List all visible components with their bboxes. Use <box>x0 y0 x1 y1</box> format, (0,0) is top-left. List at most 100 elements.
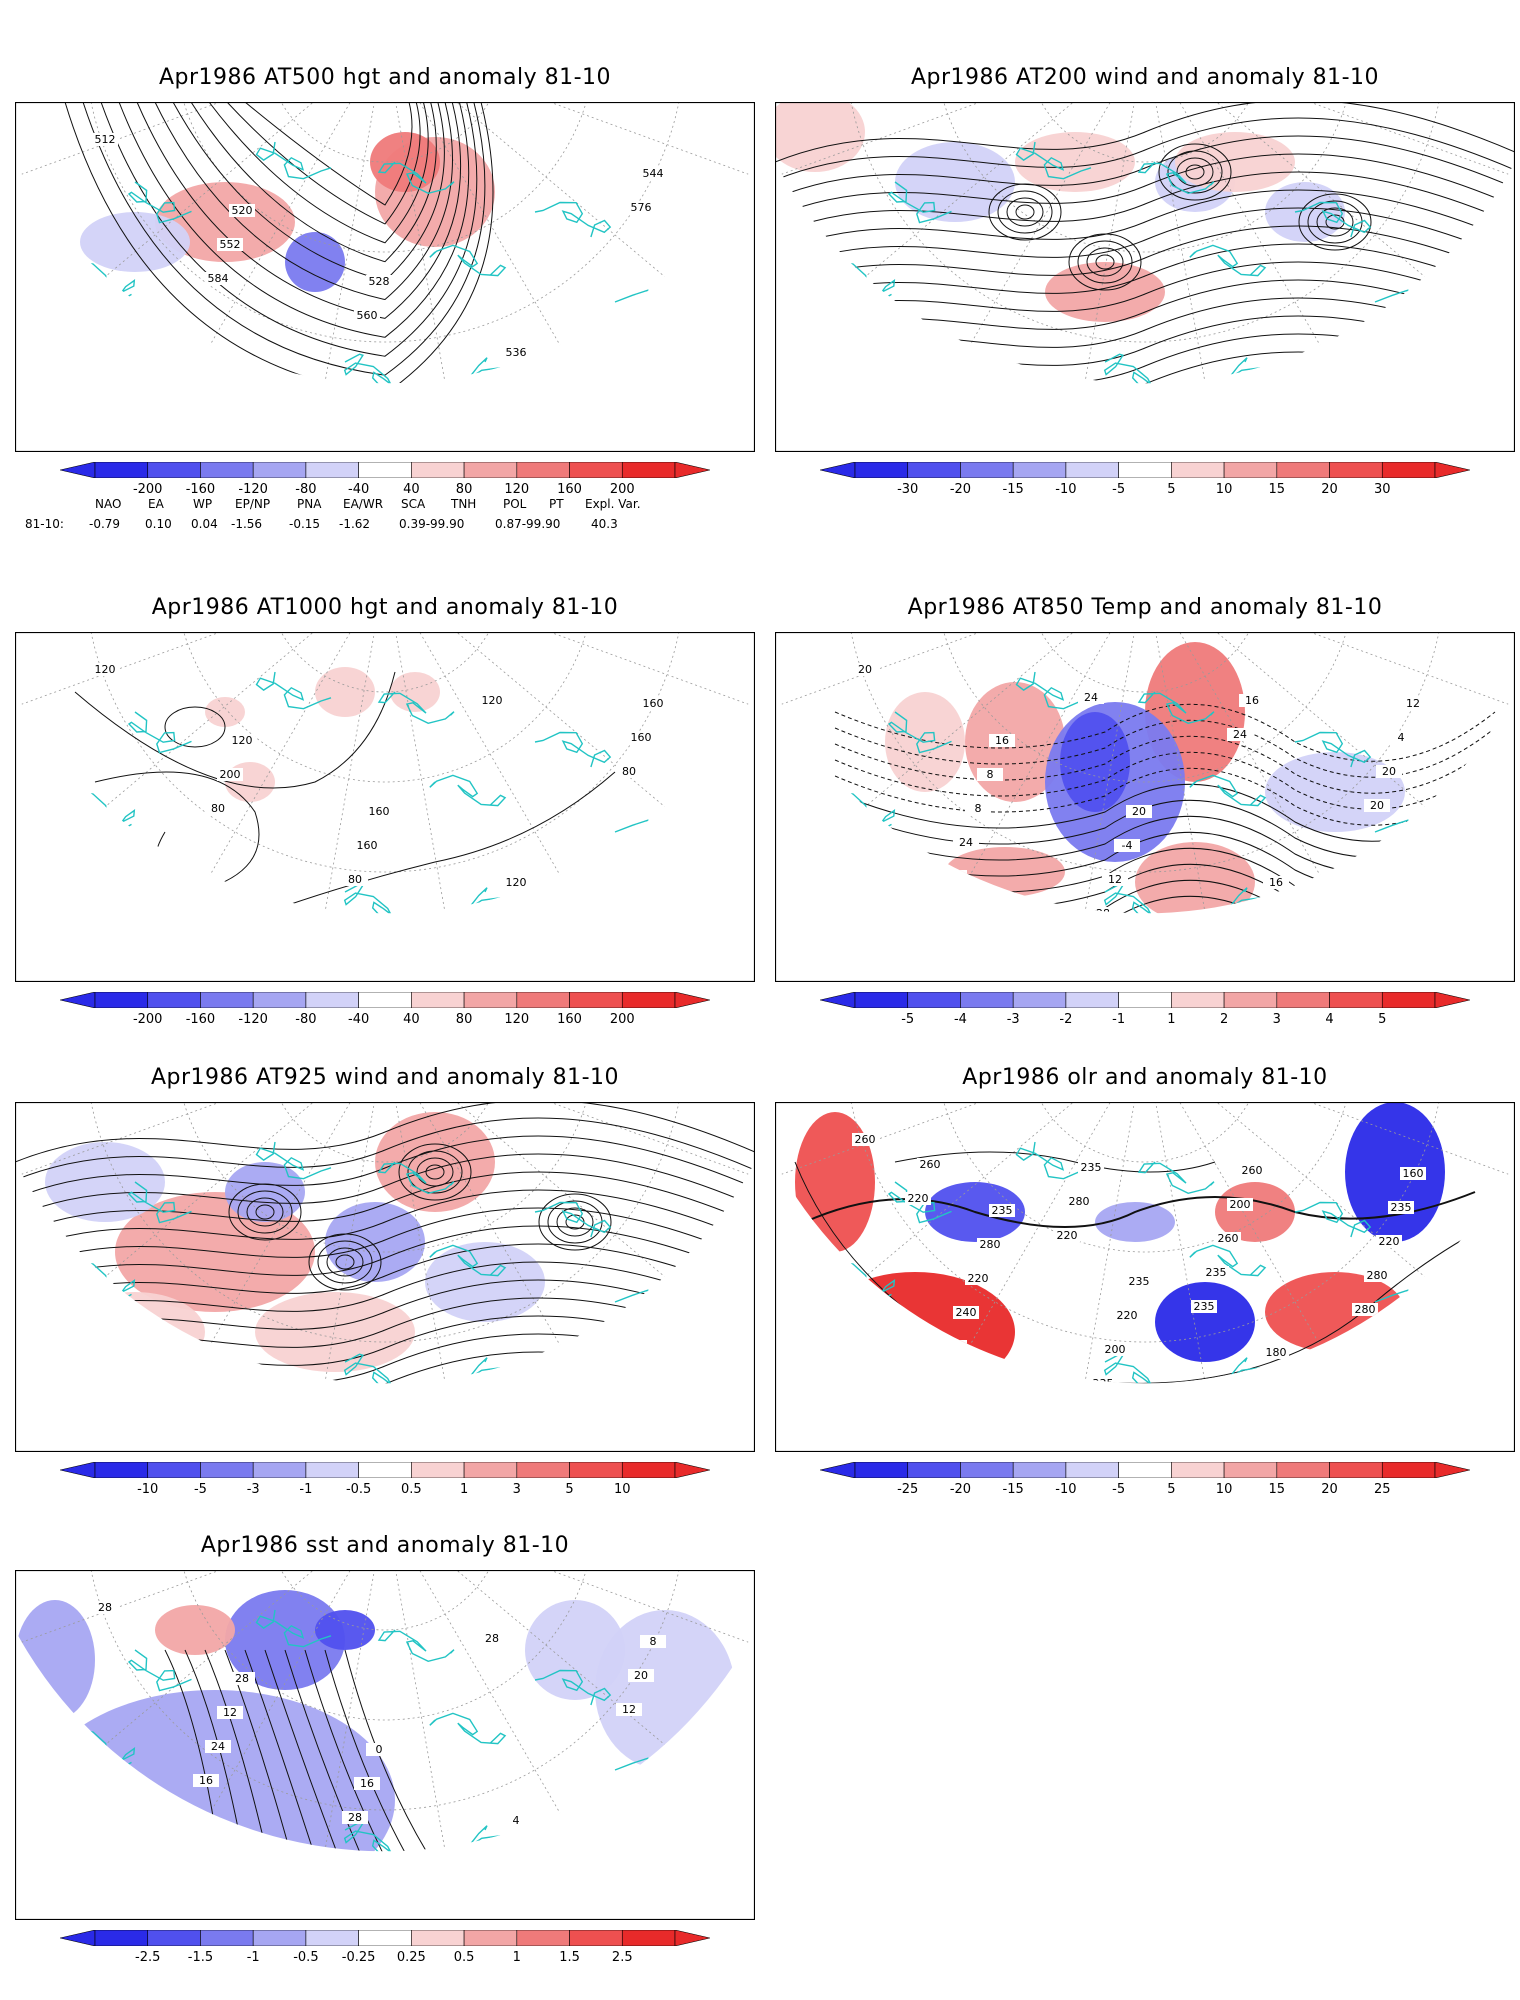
colorbar-swatch <box>569 461 623 479</box>
circulation-contour <box>425 1164 445 1180</box>
colorbar-swatch <box>94 1461 149 1479</box>
colorbar-tick-label: 160 <box>557 1012 582 1027</box>
temperature-contour <box>834 879 1496 914</box>
coastline-segment <box>429 1244 507 1277</box>
contour-label: 80 <box>211 802 225 815</box>
colorbar-swatch <box>200 1929 254 1947</box>
colorbar-swatch <box>516 1929 570 1947</box>
index-value-eawr: -1.62 <box>339 517 371 531</box>
coastline-segment <box>887 181 952 224</box>
temperature-contour <box>834 895 1496 914</box>
colorbar-arrow-right <box>1434 461 1471 479</box>
colorbar-swatch <box>358 461 412 479</box>
contour-label-bg <box>491 1848 517 1852</box>
teleconnection-indices: NAO EA WP EP/NP PNA EA/WR SCA TNH POL PT… <box>15 497 735 537</box>
colorbar-swatch <box>1118 991 1172 1009</box>
meridian-line <box>384 1102 476 1384</box>
index-header-pol: POL <box>503 497 527 511</box>
anomaly-shading <box>370 132 440 192</box>
colorbar-tick-label: -40 <box>348 482 370 497</box>
coastline-segment <box>255 1609 332 1648</box>
anomaly-shading <box>225 1590 345 1690</box>
contour-label: -4 <box>1122 839 1133 852</box>
meridian-line <box>1144 1102 1515 1377</box>
circulation-contour <box>1077 240 1133 284</box>
colorbar <box>819 991 1471 1009</box>
contour-label-bg <box>1388 1201 1414 1214</box>
colorbar-tick-label: -1 <box>299 1482 313 1497</box>
coastline-segment <box>1189 774 1267 807</box>
colorbar-swatch <box>252 1929 307 1947</box>
colorbar-tick-label: 0.5 <box>453 1950 475 1965</box>
colorbar-arrow-right <box>1434 991 1471 1009</box>
meridian-line <box>384 1102 755 1221</box>
contour-label: 16 <box>1245 694 1259 707</box>
contour-label-bg <box>1227 1198 1253 1211</box>
index-header-sca: SCA <box>401 497 426 511</box>
coastline-segment <box>377 1629 455 1663</box>
contour-label-bg <box>491 380 517 384</box>
contour-label: 4 <box>1398 731 1405 744</box>
streamline <box>15 1102 755 1163</box>
contour-label: 20 <box>1382 765 1396 778</box>
contour-label: 220 <box>1117 1309 1138 1322</box>
colorbar-tick-label: 5 <box>1378 1012 1387 1027</box>
contour-label-bg <box>1352 1303 1378 1316</box>
colorbar-tick-label: -10 <box>137 1482 159 1497</box>
contour-label-bg <box>1203 1266 1229 1279</box>
colorbar-swatch <box>621 991 676 1009</box>
contour-label-bg <box>1227 728 1253 741</box>
meridian-line <box>775 102 1146 377</box>
coastline-segment <box>1137 691 1215 725</box>
colorbar-tick-label: -5 <box>1112 482 1126 497</box>
contour-label: 4 <box>513 1814 520 1827</box>
contour-label-bg <box>1364 1269 1390 1282</box>
coastline-segment <box>1103 353 1162 384</box>
contour-label-bg <box>1364 799 1390 812</box>
height-contour <box>100 102 478 357</box>
contour-label: 160 <box>643 697 664 710</box>
contour-label: 16 <box>947 870 961 883</box>
height-contour <box>244 102 413 206</box>
contour-label: 8 <box>650 1635 657 1648</box>
colorbar-swatch <box>1381 991 1436 1009</box>
meridian-line <box>384 632 476 914</box>
colorbar-swatch <box>516 461 570 479</box>
meridian-line <box>15 102 386 377</box>
meridian-line <box>294 102 386 384</box>
colorbar-tick-label: -1 <box>1112 1012 1126 1027</box>
meridian-line <box>1144 632 1515 907</box>
contour-label-bg <box>965 802 991 815</box>
circulation-contour <box>1086 247 1124 277</box>
colorbar-arrow-left <box>59 991 96 1009</box>
contour-label: 536 <box>506 346 527 359</box>
colorbar-tick-label: 5 <box>1167 482 1176 497</box>
meridian-line <box>1144 632 1236 914</box>
coastline-segment <box>1015 1141 1092 1180</box>
contour-label: 220 <box>1379 1235 1400 1248</box>
panel-title: Apr1986 AT850 Temp and anomaly 81-10 <box>907 595 1383 620</box>
streamline <box>775 243 1515 307</box>
contour-label-bg <box>628 731 654 744</box>
colorbar-tick-label: 3 <box>512 1482 521 1497</box>
colorbar-tick-label: 1 <box>459 1482 469 1497</box>
map-925wind <box>15 1102 755 1452</box>
coastline-segment <box>127 711 192 754</box>
coastline-segment <box>1015 141 1092 180</box>
index-value-nao: -0.79 <box>89 517 121 531</box>
colorbar-swatch <box>411 1461 465 1479</box>
contour-label: 260 <box>1242 1164 1263 1177</box>
temperature-contour <box>834 703 1496 762</box>
contour-label-bg <box>989 1204 1015 1217</box>
streamline <box>15 1153 755 1217</box>
index-header-explvar: Expl. Var. <box>585 497 641 511</box>
map-sst: 28 28 0 4 8 12 16 16 20 24 28 28 12 16 <box>15 1570 755 1920</box>
contour-label: 584 <box>208 272 229 285</box>
meridian-line <box>384 1570 476 1852</box>
meridian-line <box>124 632 386 914</box>
contour-label: 280 <box>1069 1195 1090 1208</box>
olr-contour <box>794 1161 1496 1384</box>
colorbar-swatch <box>200 1461 254 1479</box>
colorbar-swatch <box>1223 1461 1278 1479</box>
panel-title: Apr1986 AT200 wind and anomaly 81-10 <box>910 65 1380 90</box>
